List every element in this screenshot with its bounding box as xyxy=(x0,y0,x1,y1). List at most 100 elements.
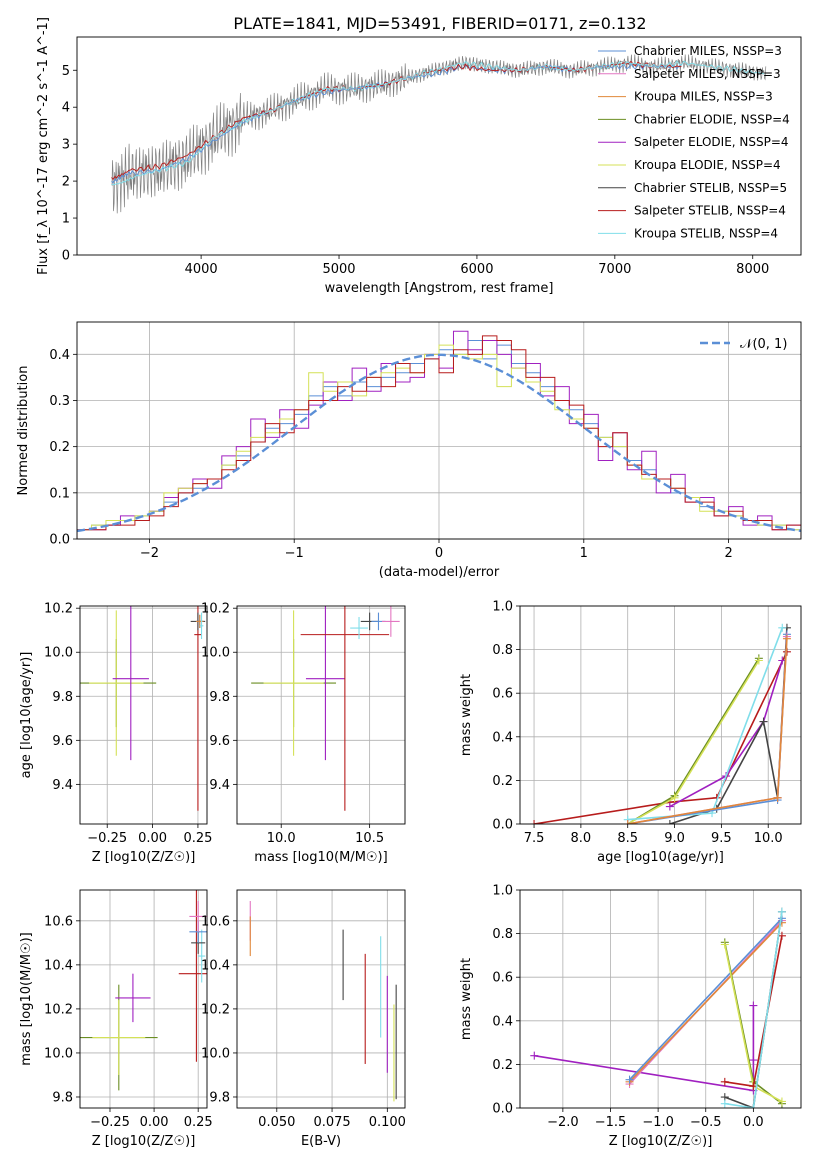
panel-5: −0.25 0.00 0.25 9.8 10.0 10.2 10.4 10.6 Z [log10… xyxy=(19,889,213,1149)
y-tick-label: 0.1 xyxy=(49,486,70,501)
panel-3: 10.0 10.5 9.4 9.6 9.8 10.0 10.2 mass [log10(M/M… xyxy=(201,602,406,865)
legend-label: Chabrier STELIB, NSSP=5 xyxy=(634,181,787,195)
x-tick-label: 2 xyxy=(724,546,732,561)
x-axis-label: Z [log10(Z/Z☉)] xyxy=(92,850,196,865)
plots-container: 4000 5000 6000 7000 8000 0 1 2 3 4 5 wavelength [An… xyxy=(16,17,802,1149)
y-tick-label: 9.8 xyxy=(209,690,230,705)
weight-marker xyxy=(530,1051,539,1060)
weight-line-4 xyxy=(669,627,788,824)
y-axis-label: mass weight xyxy=(459,958,474,1040)
plot-area xyxy=(80,890,207,1091)
y-tick-label: 0.2 xyxy=(492,1058,513,1073)
x-tick-label: 10.0 xyxy=(754,831,783,846)
histogram-3 xyxy=(77,335,801,539)
y-tick-label: 0.8 xyxy=(492,643,513,658)
weight-marker xyxy=(759,717,768,726)
x-tick-label: 6000 xyxy=(460,262,493,277)
y-tick-label: 0.4 xyxy=(492,1014,513,1029)
plot-area xyxy=(80,606,206,811)
y-tick-label: 10.2 xyxy=(44,1002,73,1017)
weight-line-8 xyxy=(627,638,788,824)
x-axis-label: wavelength [Angstrom, rest frame] xyxy=(325,281,554,296)
y-tick-label: 0.0 xyxy=(49,533,70,548)
y-tick-label: 9.8 xyxy=(52,690,73,705)
x-tick-label: −0.25 xyxy=(87,831,127,846)
plot-area xyxy=(251,606,400,811)
x-axis-label: (data-model)/error xyxy=(379,565,500,580)
weight-line-0 xyxy=(533,651,788,824)
weight-marker xyxy=(777,1097,786,1106)
x-tick-label: 0.100 xyxy=(369,1115,406,1130)
y-tick-label: 1 xyxy=(62,212,70,227)
y-tick-label: 10.2 xyxy=(44,602,73,617)
y-tick-label: 0.8 xyxy=(492,927,513,942)
x-tick-label: 9.0 xyxy=(664,831,685,846)
x-tick-label: −0.5 xyxy=(690,1115,722,1130)
y-tick-label: 3 xyxy=(62,138,70,153)
x-axis-label: Z [log10(Z/Z☉)] xyxy=(609,1134,713,1149)
x-tick-label: 8.0 xyxy=(571,831,592,846)
plot-area xyxy=(111,54,767,214)
y-tick-label: 10.4 xyxy=(201,958,230,973)
axes-frame xyxy=(236,605,406,825)
weight-marker xyxy=(754,656,763,665)
y-tick-label: 1.0 xyxy=(492,600,513,615)
x-tick-label: 0.25 xyxy=(183,831,212,846)
normal-curve xyxy=(77,353,801,533)
panel-4: 7.5 8.0 8.5 9.0 9.5 10.0 0.0 0.2 0.4 0.6 0.8 1.0 age… xyxy=(459,600,802,865)
x-tick-label: 0.25 xyxy=(184,1115,213,1130)
legend: 𝒩(0, 1) xyxy=(700,337,787,352)
y-tick-label: 0.4 xyxy=(49,348,70,363)
y-tick-label: 10.0 xyxy=(201,646,230,661)
x-tick-label: 0.00 xyxy=(140,1115,169,1130)
x-tick-label: 7000 xyxy=(598,262,631,277)
y-tick-label: 2 xyxy=(62,175,70,190)
panel-6: 0.050 0.075 0.100 9.8 10.0 10.2 10.4 10.6 E(B-V) xyxy=(201,889,406,1149)
legend-label: Salpeter ELODIE, NSSP=4 xyxy=(634,135,789,149)
y-tick-label: 0.4 xyxy=(492,730,513,745)
y-axis-label: Normed distribution xyxy=(16,366,31,496)
weight-marker xyxy=(749,1056,758,1065)
axes-frame xyxy=(76,36,802,256)
x-tick-label: 8.5 xyxy=(617,831,638,846)
x-tick-label: 8000 xyxy=(736,262,769,277)
x-tick-label: 0.00 xyxy=(138,831,167,846)
weight-marker xyxy=(670,793,679,802)
weight-line-2 xyxy=(628,922,783,1083)
panel-2: −0.25 0.00 0.25 9.4 9.6 9.8 10.0 10.2 Z [log10(Z… xyxy=(19,602,212,865)
weight-marker xyxy=(720,1077,729,1086)
x-axis-label: Z [log10(Z/Z☉)] xyxy=(92,1134,196,1149)
y-tick-label: 10.2 xyxy=(201,602,230,617)
legend: Chabrier MILES, NSSP=3 Salpeter MILES, NS… xyxy=(598,44,790,240)
weight-marker xyxy=(773,793,782,802)
x-tick-label: 0 xyxy=(435,546,443,561)
x-tick-label: −2.0 xyxy=(547,1115,579,1130)
y-tick-label: 4 xyxy=(62,101,70,116)
x-axis-label: E(B-V) xyxy=(301,1134,341,1149)
x-tick-label: 10.5 xyxy=(355,831,384,846)
y-tick-label: 10.6 xyxy=(44,914,73,929)
weight-marker xyxy=(530,820,539,824)
y-tick-label: 0.2 xyxy=(49,440,70,455)
weight-marker xyxy=(777,907,786,916)
y-tick-label: 10.0 xyxy=(201,1046,230,1061)
x-tick-label: −2 xyxy=(140,546,159,561)
x-tick-label: 0.075 xyxy=(313,1115,350,1130)
panel-0: 4000 5000 6000 7000 8000 0 1 2 3 4 5 wavelength [An… xyxy=(36,17,802,296)
axes-frame xyxy=(519,889,802,1109)
panel-1: −2 −1 0 1 2 0.0 0.1 0.2 0.3 0.4 (data-model)/error… xyxy=(16,321,802,580)
axes-frame xyxy=(236,889,406,1109)
legend-label: Salpeter STELIB, NSSP=4 xyxy=(634,204,786,218)
legend-label: Chabrier MILES, NSSP=3 xyxy=(634,44,782,58)
panel-7: −2.0 −1.5 −1.0 −0.5 0.0 0.0 0.2 0.4 0.6 0.8 1.0 Z [… xyxy=(459,884,802,1149)
weight-marker xyxy=(665,820,674,824)
spectrum-line-3 xyxy=(111,60,765,186)
y-axis-label: Flux [f_λ 10^-17 erg cm^-2 s^-1 A^-1] xyxy=(36,17,51,275)
x-tick-label: −1.0 xyxy=(642,1115,674,1130)
legend-label: Kroupa MILES, NSSP=3 xyxy=(634,90,773,104)
y-tick-label: 1.0 xyxy=(492,884,513,899)
weight-line-6 xyxy=(627,634,788,824)
legend-label: Kroupa ELODIE, NSSP=4 xyxy=(634,158,781,172)
y-tick-label: 0 xyxy=(62,249,70,264)
